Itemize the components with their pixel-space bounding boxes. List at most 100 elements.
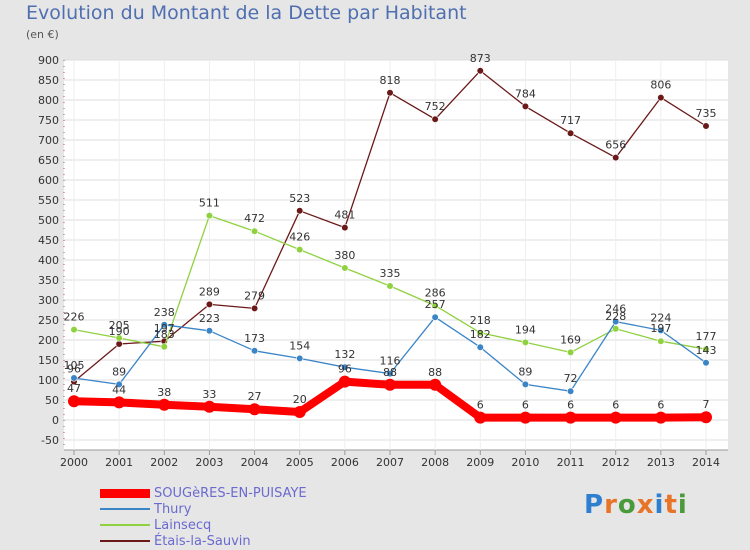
x-tick-label: 2001 <box>105 456 133 469</box>
data-label: 190 <box>109 325 130 338</box>
y-tick-label: 300 <box>38 294 59 307</box>
y-tick-label: 200 <box>38 334 59 347</box>
data-point <box>296 354 304 363</box>
y-tick-label: 0 <box>52 414 59 427</box>
data-label: 426 <box>289 231 310 244</box>
data-label: 96 <box>338 363 352 376</box>
logo-letter: o <box>617 490 637 520</box>
x-tick-label: 2005 <box>286 456 314 469</box>
data-label: 380 <box>334 249 355 262</box>
y-tick-label: -50 <box>41 434 59 447</box>
x-tick-label: 2002 <box>150 456 178 469</box>
data-label: 116 <box>380 355 401 368</box>
y-tick-label: 150 <box>38 354 59 367</box>
data-label: 752 <box>425 100 446 113</box>
chart-title: Evolution du Montant de la Dette par Hab… <box>26 2 467 24</box>
data-label: 6 <box>657 399 664 412</box>
data-point <box>702 122 710 130</box>
data-label: 335 <box>380 267 401 280</box>
data-point <box>657 337 665 345</box>
data-point <box>612 154 620 162</box>
data-label: 105 <box>64 359 85 372</box>
data-label: 72 <box>564 372 578 385</box>
data-point <box>341 224 349 232</box>
data-label: 38 <box>157 386 171 399</box>
data-point <box>160 321 168 329</box>
data-point <box>476 329 484 337</box>
data-label: 197 <box>650 322 671 335</box>
legend-swatch <box>100 540 150 542</box>
legend-item: Thury <box>100 501 191 517</box>
data-label: 228 <box>605 310 626 323</box>
data-label: 218 <box>470 314 491 327</box>
y-tick-label: 400 <box>38 254 59 267</box>
data-label: 194 <box>515 323 536 336</box>
data-label: 88 <box>428 366 442 379</box>
data-point <box>250 347 259 355</box>
y-tick-label: 350 <box>38 274 59 287</box>
x-tick-label: 2014 <box>692 456 720 469</box>
y-tick-label: 800 <box>38 94 59 107</box>
data-point <box>386 370 394 378</box>
data-label: 286 <box>425 287 446 300</box>
y-tick-label: 850 <box>38 74 59 87</box>
data-label: 656 <box>605 139 626 152</box>
data-label: 238 <box>154 306 175 319</box>
data-label: 20 <box>293 393 307 406</box>
y-tick-label: 600 <box>38 174 59 187</box>
data-label: 6 <box>567 399 574 412</box>
logo-letter: i <box>677 490 688 520</box>
data-label: 279 <box>244 289 265 302</box>
data-label: 717 <box>560 114 581 127</box>
data-point <box>429 378 442 391</box>
data-point <box>250 227 259 235</box>
data-point <box>657 326 665 335</box>
data-label: 784 <box>515 87 536 100</box>
data-point <box>248 403 261 416</box>
data-label: 44 <box>112 383 126 396</box>
logo-letter: P <box>584 490 605 520</box>
data-point <box>386 89 394 97</box>
data-point <box>203 400 216 413</box>
data-point <box>700 411 712 424</box>
logo-letter: t <box>664 490 678 520</box>
data-point <box>521 380 530 389</box>
data-point <box>205 300 214 309</box>
data-point <box>384 378 396 391</box>
data-point <box>338 375 351 388</box>
legend-label: SOUGèRES-EN-PUISAYE <box>154 485 307 501</box>
x-tick-label: 2007 <box>376 456 404 469</box>
legend-item: Étais-la-Sauvin <box>100 533 251 549</box>
x-tick-label: 2009 <box>466 456 494 469</box>
data-point <box>115 340 123 348</box>
data-label: 143 <box>696 344 717 357</box>
x-tick-label: 2012 <box>602 456 630 469</box>
data-label: 177 <box>696 330 717 343</box>
y-tick-label: 100 <box>38 374 59 387</box>
y-tick-label: 500 <box>38 214 59 227</box>
data-point <box>474 411 487 424</box>
data-label: 246 <box>605 303 626 316</box>
data-label: 47 <box>67 382 81 395</box>
legend-label: Thury <box>154 501 192 517</box>
data-label: 818 <box>380 74 401 87</box>
data-point <box>612 325 620 333</box>
data-label: 523 <box>289 192 310 205</box>
data-point <box>566 129 575 137</box>
x-tick-label: 2008 <box>421 456 449 469</box>
data-point <box>70 326 78 334</box>
data-label: 132 <box>334 348 355 361</box>
data-label: 289 <box>199 285 220 298</box>
data-label: 183 <box>154 328 175 341</box>
legend-item: SOUGèRES-EN-PUISAYE <box>100 485 307 501</box>
data-label: 511 <box>199 197 220 210</box>
data-label: 257 <box>425 298 446 311</box>
data-point <box>115 334 123 342</box>
data-point <box>702 359 710 367</box>
data-label: 226 <box>64 311 85 324</box>
data-label: 89 <box>112 365 126 378</box>
x-tick-label: 2004 <box>241 456 269 469</box>
legend-label: Étais-la-Sauvin <box>154 533 251 549</box>
x-tick-label: 2003 <box>195 456 223 469</box>
